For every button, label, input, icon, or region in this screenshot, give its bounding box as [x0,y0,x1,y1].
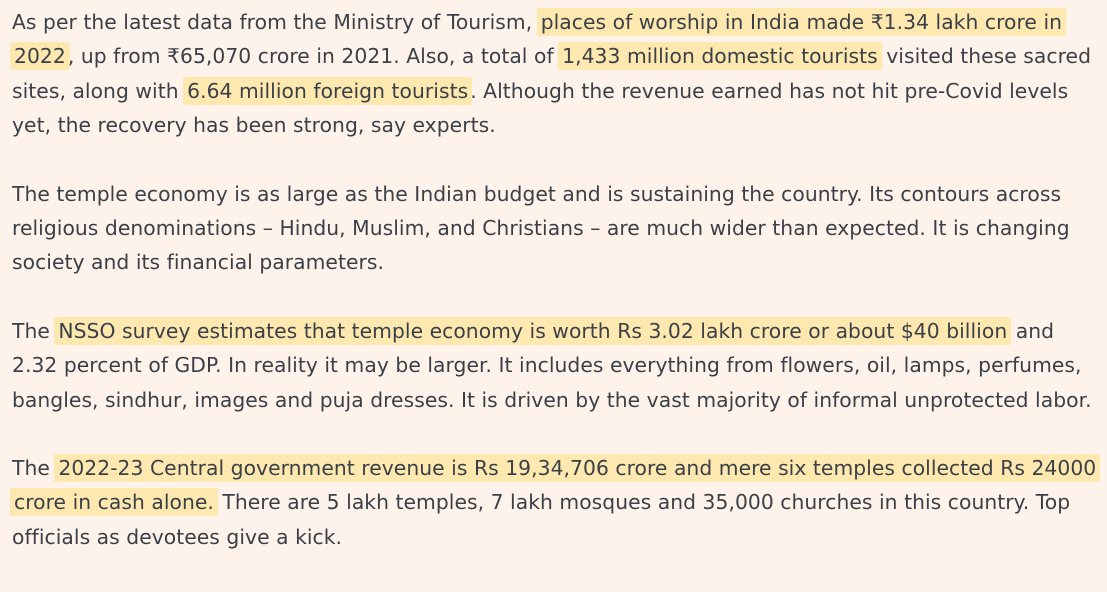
paragraph-text: and 2.32 percent of GDP. In reality it m… [12,318,1092,412]
paragraph-text: There are 5 lakh temples, 7 lakh mosques… [12,490,1071,549]
paragraph-text: , up from ₹65,070 crore in 2021. Also, a… [67,44,561,69]
paragraph-text: . Although the revenue earned has not hi… [12,78,1069,138]
paragraph-text: The [12,318,57,343]
paragraph-tourism-revenue: As per the latest data from the Ministry… [10,5,1104,143]
paragraph-text: The [12,456,57,481]
paragraph-government-revenue: The 2022-23 Central government revenue i… [10,451,1104,554]
highlighted-text: NSSO survey estimates that temple econom… [54,316,1012,345]
paragraph-temple-economy: The temple economy is as large as the In… [12,177,1104,280]
paragraph-text: visited these sacred sites, along with [12,44,1091,103]
paragraph-nsso-survey: The NSSO survey estimates that temple ec… [12,314,1104,417]
highlighted-text: 6.64 million foreign tourists [183,76,473,105]
highlighted-text: 1,433 million domestic tourists [558,42,882,71]
paragraph-text: The temple economy is as large as the In… [12,181,1070,275]
article-body: As per the latest data from the Ministry… [10,5,1104,588]
paragraph-text: As per the latest data from the Ministry… [12,10,539,34]
